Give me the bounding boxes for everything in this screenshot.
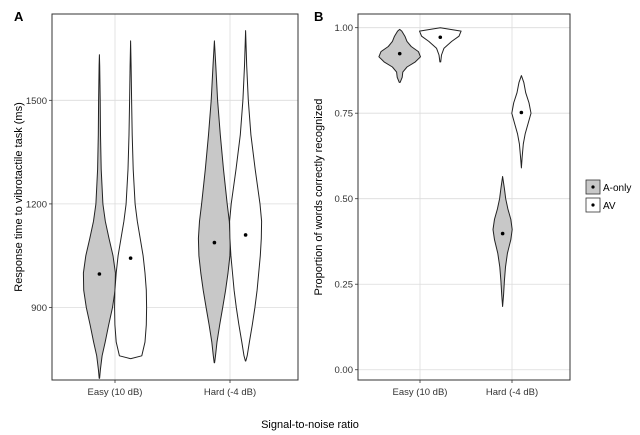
panel-a-grid bbox=[52, 14, 298, 380]
violin-av-hard bbox=[511, 75, 532, 169]
y-tick-label: 1.00 bbox=[335, 23, 354, 34]
panel-a-y-ticks: 900 1200 1500 bbox=[26, 96, 52, 314]
panel-a-y-axis-label: Response time to vibrotactile task (ms) bbox=[13, 102, 25, 292]
legend: A-only AV bbox=[585, 179, 631, 213]
violin-av-easy bbox=[419, 27, 462, 63]
panel-b-violins bbox=[378, 27, 532, 307]
panel-a-label: A bbox=[14, 9, 24, 24]
panel-a-violins bbox=[82, 30, 263, 379]
panel-b-label: B bbox=[314, 9, 323, 24]
panel-b-grid bbox=[358, 14, 570, 380]
legend-dot-a-only bbox=[591, 185, 595, 189]
panel-b: B 0.00 0.25 0.50 0.75 1.00 Easy (10 dB) Hard … bbox=[313, 9, 571, 398]
mean-point-a-only-hard bbox=[500, 231, 505, 236]
panel-b-y-ticks: 0.00 0.25 0.50 0.75 1.00 bbox=[335, 23, 358, 376]
y-tick-label: 1500 bbox=[26, 96, 47, 107]
violin-av-easy bbox=[114, 40, 148, 360]
mean-point-av-hard bbox=[519, 110, 524, 115]
violin-a-only-easy bbox=[82, 54, 116, 379]
mean-point-a-only-easy bbox=[97, 272, 102, 276]
panel-b-frame bbox=[357, 13, 571, 381]
panel-b-x-ticks: Easy (10 dB) Hard (-4 dB) bbox=[393, 380, 538, 398]
panel-a-x-ticks: Easy (10 dB) Hard (-4 dB) bbox=[88, 380, 256, 398]
y-tick-label: 0.25 bbox=[335, 280, 354, 291]
legend-label-av: AV bbox=[603, 201, 616, 212]
y-tick-label: 0.50 bbox=[335, 194, 354, 205]
x-tick-label: Hard (-4 dB) bbox=[486, 387, 538, 398]
x-tick-label: Hard (-4 dB) bbox=[204, 387, 256, 398]
violin-a-only-easy bbox=[378, 28, 421, 83]
mean-point-av-hard bbox=[243, 233, 248, 237]
violin-a-only-hard bbox=[197, 40, 231, 364]
legend-dot-av bbox=[591, 203, 595, 207]
panel-a-frame bbox=[51, 13, 299, 381]
y-tick-label: 900 bbox=[31, 303, 47, 314]
y-tick-label: 0.00 bbox=[335, 365, 354, 376]
violin-av-hard bbox=[229, 30, 263, 362]
legend-label-a-only: A-only bbox=[603, 183, 631, 194]
violin-a-only-hard bbox=[492, 176, 513, 307]
y-tick-label: 1200 bbox=[26, 199, 47, 210]
panel-b-y-axis-label: Proportion of words correctly recognized bbox=[313, 99, 325, 296]
mean-point-a-only-easy bbox=[397, 51, 402, 56]
shared-x-axis-label: Signal-to-noise ratio bbox=[261, 419, 359, 431]
x-tick-label: Easy (10 dB) bbox=[88, 387, 143, 398]
y-tick-label: 0.75 bbox=[335, 109, 354, 120]
x-tick-label: Easy (10 dB) bbox=[393, 387, 448, 398]
mean-point-av-easy bbox=[128, 256, 133, 260]
mean-point-a-only-hard bbox=[212, 240, 217, 245]
mean-point-av-easy bbox=[438, 35, 443, 40]
panel-a: A 900 1200 1500 Easy (10 dB) Hard (-4 dB) R… bbox=[13, 9, 299, 398]
